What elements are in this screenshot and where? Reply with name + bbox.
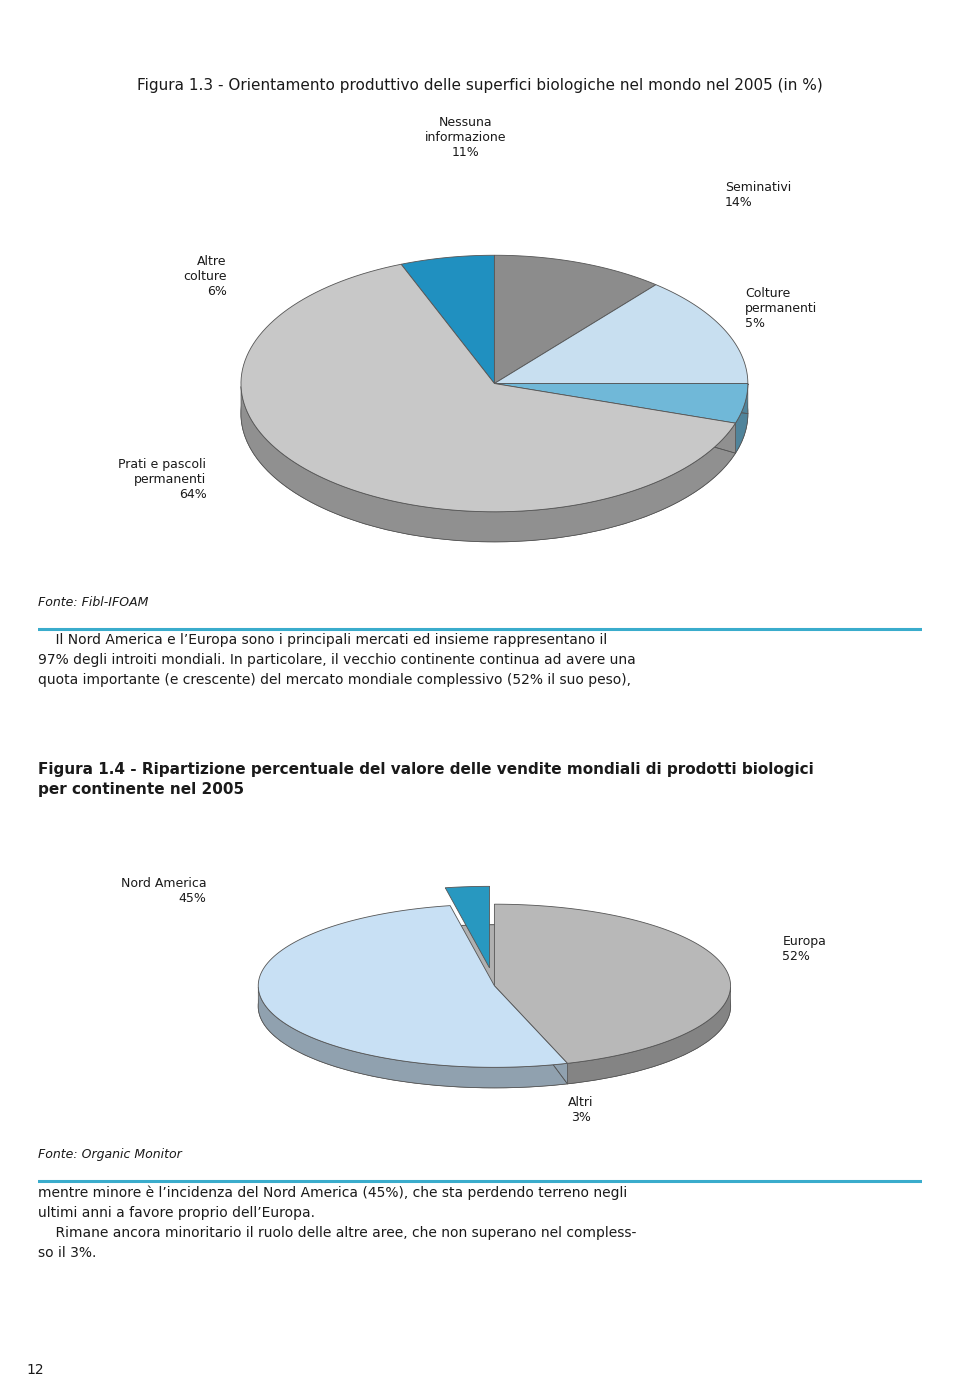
Polygon shape — [258, 906, 567, 1067]
Ellipse shape — [241, 285, 748, 542]
Polygon shape — [494, 256, 656, 383]
Text: Seminativi
14%: Seminativi 14% — [725, 180, 791, 208]
Ellipse shape — [258, 924, 731, 1088]
Text: Fonte: Organic Monitor: Fonte: Organic Monitor — [38, 1149, 182, 1162]
Text: Prati e pascoli
permanenti
64%: Prati e pascoli permanenti 64% — [118, 459, 206, 502]
Text: Nord America
45%: Nord America 45% — [121, 877, 206, 905]
Text: Figura 1.3 - Orientamento produttivo delle superfici biologiche nel mondo nel 20: Figura 1.3 - Orientamento produttivo del… — [137, 78, 823, 92]
Polygon shape — [445, 886, 490, 967]
Text: 12: 12 — [27, 1363, 44, 1377]
Text: Il Nord America e l’Europa sono i principali mercati ed insieme rappresentano il: Il Nord America e l’Europa sono i princi… — [38, 633, 636, 688]
Text: Colture
permanenti
5%: Colture permanenti 5% — [745, 287, 817, 330]
Text: Altre
colture
6%: Altre colture 6% — [183, 254, 227, 298]
Polygon shape — [494, 285, 748, 383]
Text: Altri
3%: Altri 3% — [568, 1096, 593, 1124]
Polygon shape — [241, 386, 735, 542]
Polygon shape — [735, 383, 748, 453]
Polygon shape — [494, 383, 748, 424]
Text: Fonte: Fibl-IFOAM: Fonte: Fibl-IFOAM — [38, 596, 149, 610]
Polygon shape — [567, 987, 731, 1083]
Polygon shape — [401, 256, 494, 383]
Polygon shape — [258, 987, 567, 1088]
Text: Nessuna
informazione
11%: Nessuna informazione 11% — [425, 116, 506, 158]
Polygon shape — [241, 264, 735, 512]
Text: mentre minore è l’incidenza del Nord America (45%), che sta perdendo terreno neg: mentre minore è l’incidenza del Nord Ame… — [38, 1186, 636, 1260]
Text: Europa
52%: Europa 52% — [782, 935, 827, 963]
Text: Figura 1.4 - Ripartizione percentuale del valore delle vendite mondiali di prodo: Figura 1.4 - Ripartizione percentuale de… — [38, 762, 814, 797]
Polygon shape — [494, 905, 731, 1064]
